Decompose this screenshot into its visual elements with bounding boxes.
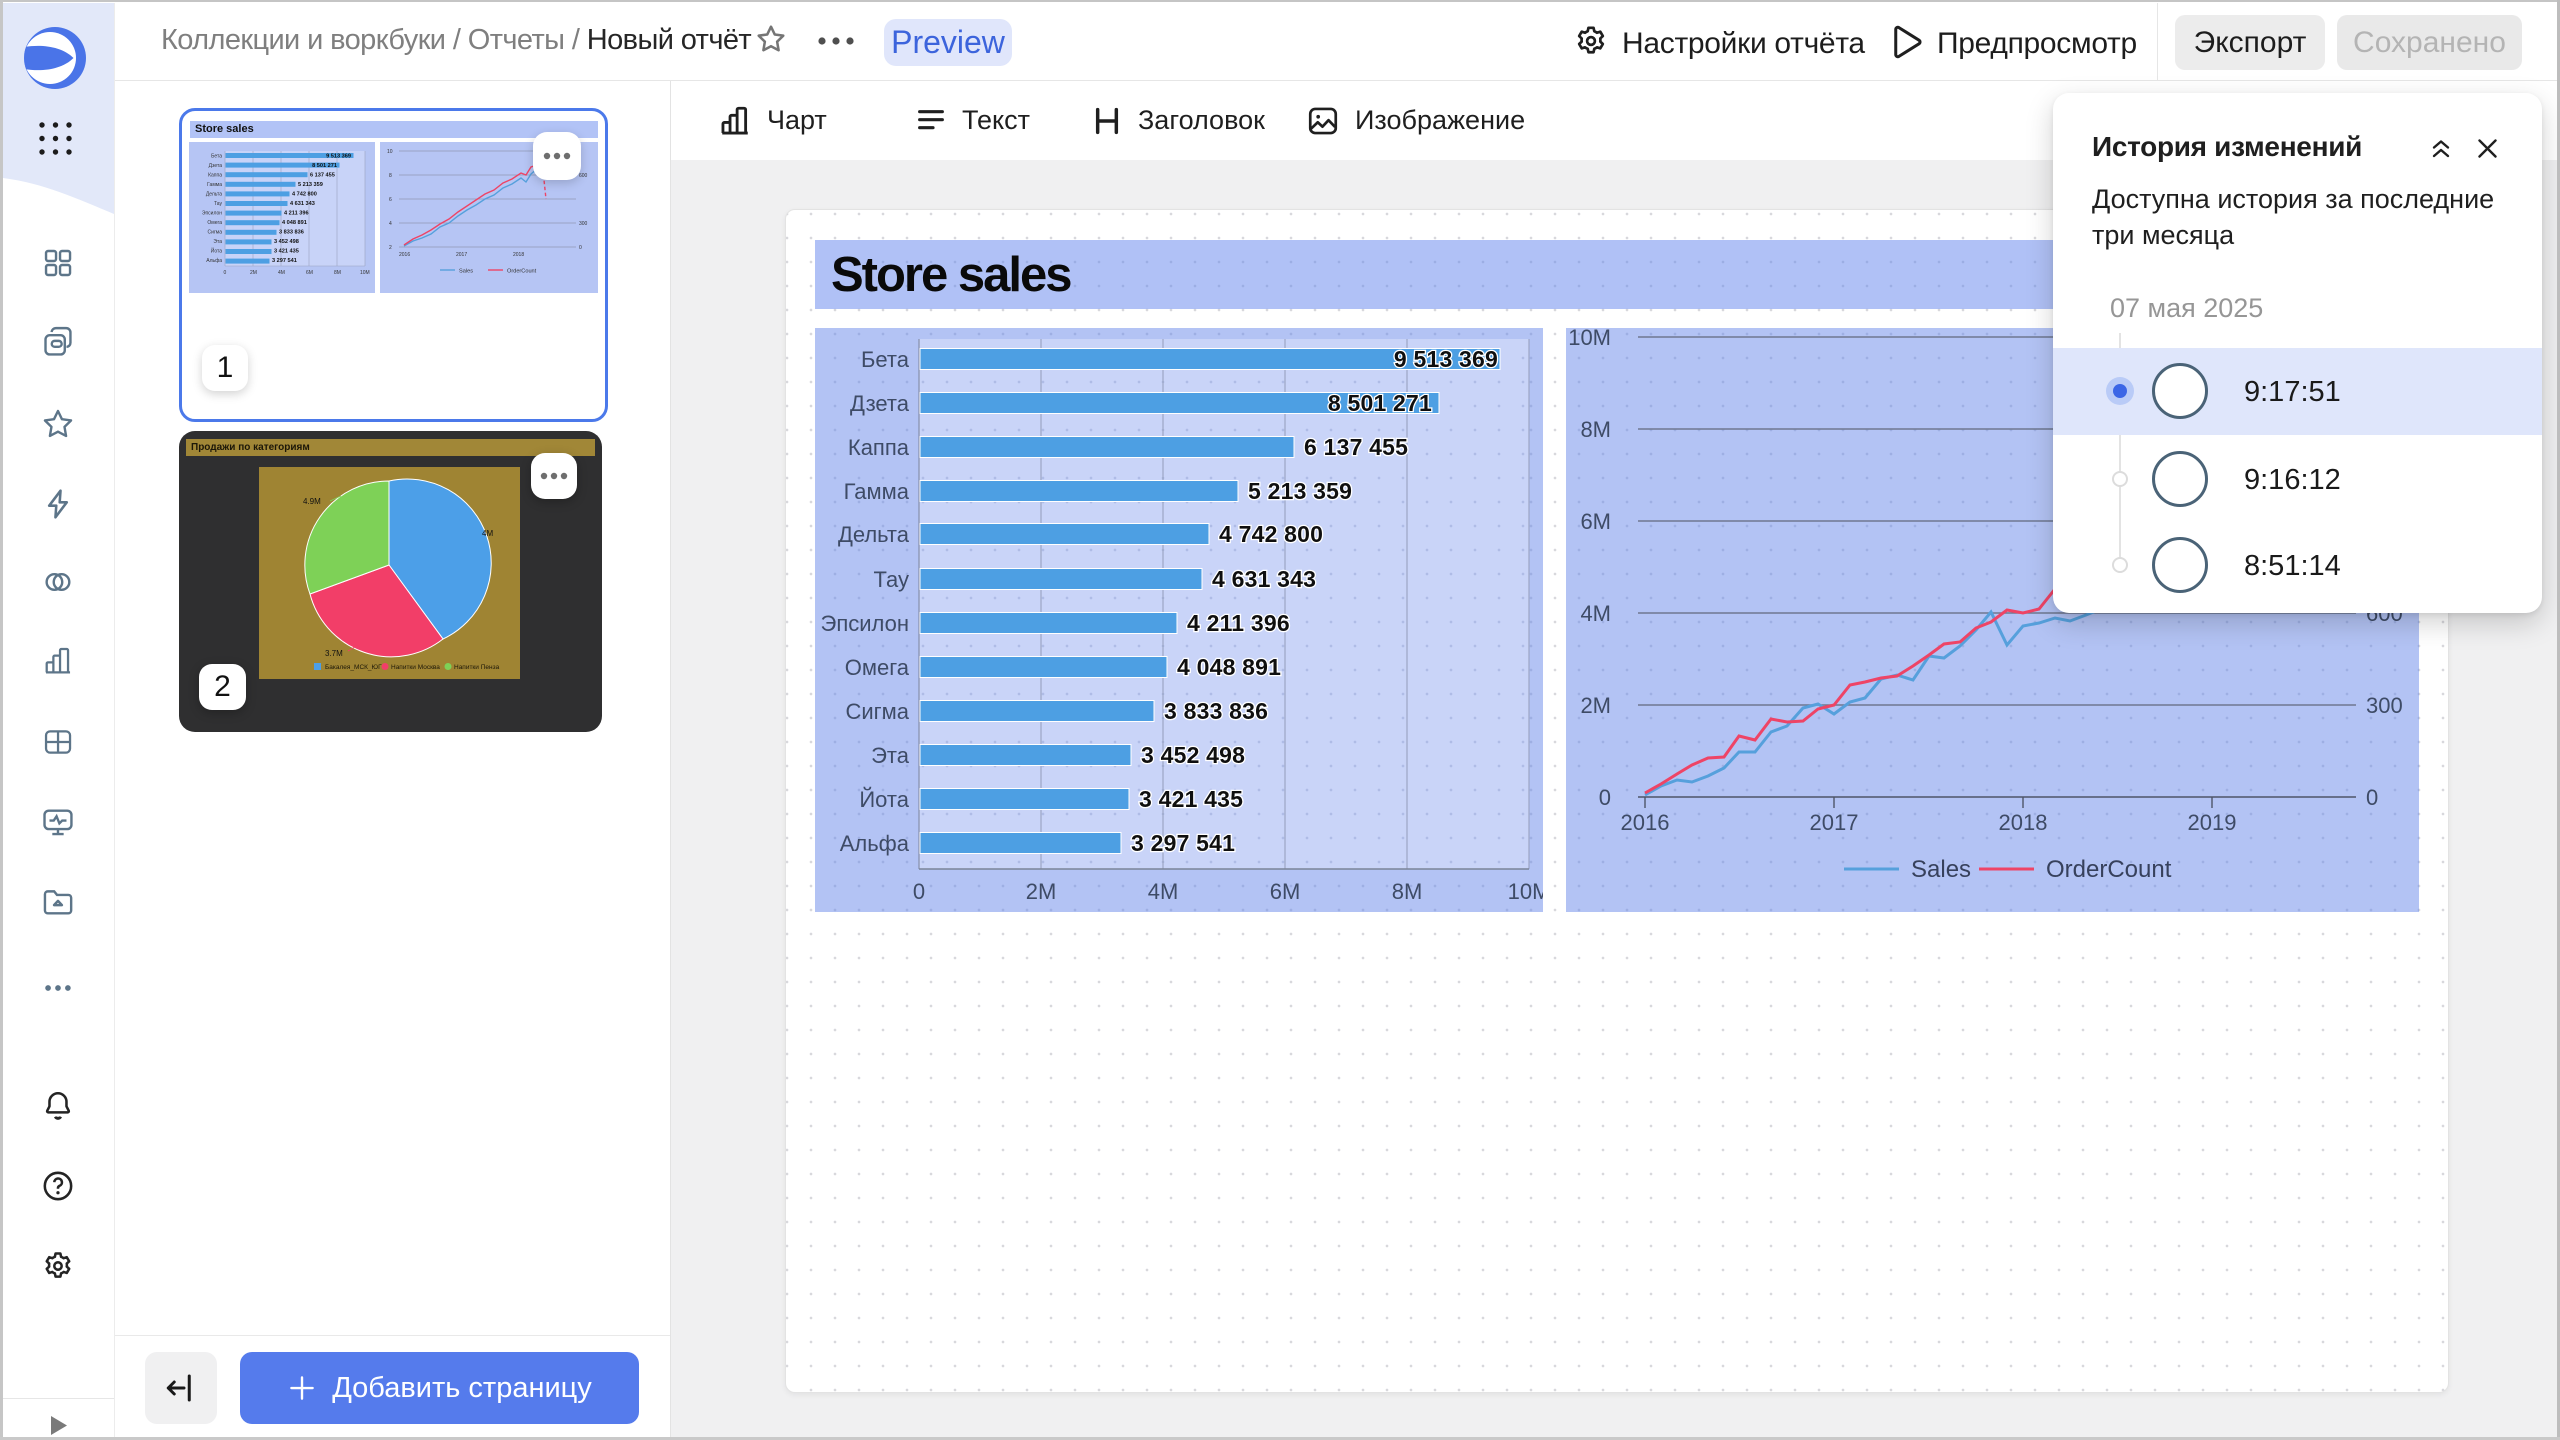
- svg-text:Гамма: Гамма: [844, 479, 910, 504]
- svg-text:0: 0: [2366, 785, 2378, 810]
- svg-text:6 137 455: 6 137 455: [1304, 434, 1408, 460]
- svg-text:Эта: Эта: [213, 239, 222, 245]
- svg-text:2018: 2018: [1999, 810, 2048, 835]
- svg-text:Дельта: Дельта: [838, 522, 910, 547]
- svg-text:4M: 4M: [1148, 879, 1179, 904]
- svg-text:6M: 6M: [1580, 509, 1611, 534]
- svg-text:4 048 891: 4 048 891: [1177, 654, 1281, 680]
- svg-text:3 297 541: 3 297 541: [272, 258, 297, 264]
- svg-text:10: 10: [387, 149, 393, 155]
- svg-text:5 213 359: 5 213 359: [298, 182, 323, 188]
- svg-text:4M: 4M: [1580, 601, 1611, 626]
- svg-text:2M: 2M: [250, 270, 257, 276]
- svg-text:8 501 271: 8 501 271: [312, 163, 337, 169]
- svg-text:4 742 800: 4 742 800: [1219, 521, 1323, 547]
- svg-text:Омега: Омега: [845, 655, 910, 680]
- svg-text:4 631 343: 4 631 343: [1212, 566, 1316, 592]
- svg-text:Гамма: Гамма: [207, 182, 222, 188]
- svg-text:4: 4: [389, 221, 392, 227]
- svg-text:3 833 836: 3 833 836: [279, 230, 304, 236]
- svg-text:Sales: Sales: [459, 269, 473, 275]
- svg-text:Каппа: Каппа: [208, 173, 222, 179]
- svg-text:2018: 2018: [513, 252, 524, 258]
- svg-text:8M: 8M: [1580, 417, 1611, 442]
- svg-text:OrderCount: OrderCount: [2046, 856, 2172, 883]
- svg-text:Эпсилон: Эпсилон: [821, 611, 909, 636]
- svg-text:3 421 435: 3 421 435: [1139, 786, 1243, 812]
- svg-text:Тау: Тау: [214, 201, 223, 207]
- svg-text:2016: 2016: [1621, 810, 1670, 835]
- svg-text:5 213 359: 5 213 359: [1248, 478, 1352, 504]
- svg-text:Альфа: Альфа: [840, 831, 910, 856]
- svg-text:9 513 369: 9 513 369: [326, 154, 351, 160]
- svg-text:Бета: Бета: [211, 154, 222, 160]
- svg-text:600: 600: [579, 173, 588, 179]
- svg-text:3 833 836: 3 833 836: [1164, 698, 1268, 724]
- svg-text:Бета: Бета: [861, 347, 910, 372]
- svg-text:Йота: Йота: [859, 787, 909, 812]
- svg-text:4 211 396: 4 211 396: [1187, 610, 1290, 636]
- svg-text:Омега: Омега: [207, 220, 222, 226]
- svg-text:Дзета: Дзета: [209, 163, 223, 169]
- svg-text:10M: 10M: [360, 270, 370, 276]
- svg-text:9 513 369: 9 513 369: [1394, 346, 1498, 372]
- svg-text:6 137 455: 6 137 455: [310, 173, 335, 179]
- svg-text:2017: 2017: [456, 252, 467, 258]
- svg-text:0: 0: [579, 245, 582, 251]
- svg-text:Бакалея_МСК_ЮГ: Бакалея_МСК_ЮГ: [325, 664, 382, 671]
- svg-text:8M: 8M: [1392, 879, 1423, 904]
- svg-text:Напитки Пенза: Напитки Пенза: [454, 664, 500, 671]
- svg-text:0: 0: [913, 879, 925, 904]
- svg-text:Эта: Эта: [871, 743, 910, 768]
- svg-text:0: 0: [224, 270, 227, 276]
- svg-text:Эпсилон: Эпсилон: [202, 211, 222, 217]
- svg-text:Сигма: Сигма: [208, 230, 223, 236]
- svg-text:Йота: Йота: [211, 247, 222, 255]
- svg-text:2: 2: [389, 245, 392, 251]
- svg-text:3.7M: 3.7M: [325, 649, 343, 658]
- svg-text:4.9M: 4.9M: [303, 497, 321, 506]
- svg-text:OrderCount: OrderCount: [507, 269, 537, 275]
- svg-text:10M: 10M: [1568, 328, 1611, 350]
- svg-text:300: 300: [2366, 693, 2403, 718]
- svg-text:0: 0: [1599, 785, 1611, 810]
- svg-text:3 421 435: 3 421 435: [274, 249, 299, 255]
- svg-text:2017: 2017: [1810, 810, 1859, 835]
- svg-text:Каппа: Каппа: [848, 435, 910, 460]
- svg-text:2M: 2M: [1580, 693, 1611, 718]
- svg-text:2019: 2019: [2188, 810, 2237, 835]
- svg-text:2016: 2016: [399, 252, 410, 258]
- svg-text:Сигма: Сигма: [845, 699, 909, 724]
- svg-text:4M: 4M: [278, 270, 285, 276]
- svg-text:Альфа: Альфа: [206, 258, 222, 264]
- svg-text:8 501 271: 8 501 271: [1328, 390, 1432, 416]
- svg-text:4 742 800: 4 742 800: [292, 192, 317, 198]
- svg-text:Дзета: Дзета: [850, 391, 910, 416]
- svg-text:4 631 343: 4 631 343: [290, 201, 315, 207]
- svg-text:6: 6: [389, 197, 392, 203]
- svg-text:8M: 8M: [334, 270, 341, 276]
- svg-text:Тау: Тау: [874, 567, 909, 592]
- svg-text:Sales: Sales: [1911, 856, 1971, 883]
- svg-text:4 211 396: 4 211 396: [284, 211, 309, 217]
- svg-text:6M: 6M: [1270, 879, 1301, 904]
- svg-text:4M: 4M: [482, 529, 493, 538]
- svg-text:Напитки Москва: Напитки Москва: [391, 664, 440, 671]
- svg-text:10M: 10M: [1508, 879, 1543, 904]
- svg-text:3 452 498: 3 452 498: [1141, 742, 1245, 768]
- svg-text:300: 300: [579, 221, 588, 227]
- svg-text:6M: 6M: [306, 270, 313, 276]
- svg-text:2M: 2M: [1026, 879, 1057, 904]
- svg-text:Дельта: Дельта: [206, 192, 222, 198]
- svg-text:3 452 498: 3 452 498: [274, 239, 299, 245]
- svg-text:8: 8: [389, 173, 392, 179]
- svg-text:4 048 891: 4 048 891: [282, 220, 307, 226]
- svg-text:3 297 541: 3 297 541: [1131, 830, 1235, 856]
